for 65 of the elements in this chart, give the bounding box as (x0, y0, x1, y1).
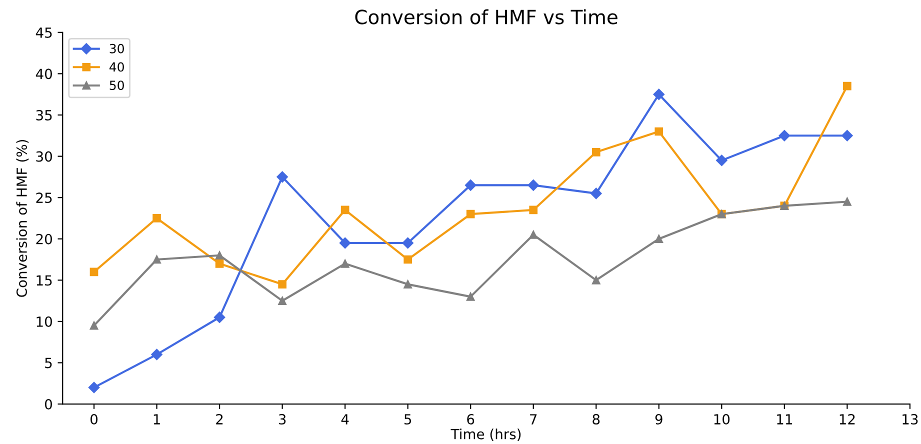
point (215, 259, 224, 268)
point (654, 234, 664, 244)
point (653, 88, 664, 100)
point (590, 188, 602, 200)
point (340, 259, 350, 268)
point (339, 237, 351, 249)
point (778, 130, 790, 142)
point (402, 237, 414, 249)
y-tick-label: 30 (36, 151, 52, 162)
point (276, 171, 288, 183)
point (716, 154, 728, 166)
x-tick-label: 0 (90, 414, 98, 425)
y-tick-label: 0 (44, 399, 52, 410)
point (90, 268, 98, 276)
y-tick-label: 35 (36, 110, 52, 120)
point (466, 292, 475, 301)
x-tick-label: 10 (714, 414, 730, 425)
point (464, 180, 476, 191)
x-tick-label: 11 (777, 414, 792, 424)
x-tick-label: 4 (341, 414, 349, 424)
point (152, 214, 161, 222)
point (843, 198, 852, 206)
y-tick-label: 40 (36, 68, 52, 80)
y-axis-title: Conversion of HMF (%) (16, 140, 29, 297)
x-tick-label: 2 (216, 414, 223, 424)
point (466, 210, 475, 218)
point (215, 251, 224, 260)
y-tick-label: 45 (36, 28, 52, 38)
x-tick-label: 9 (655, 414, 662, 425)
point (214, 312, 226, 323)
x-tick-label: 7 (530, 414, 537, 424)
point (88, 382, 100, 394)
y-tick-label: 20 (36, 234, 52, 244)
point (529, 206, 538, 214)
x-tick-label: 5 (404, 414, 412, 425)
point (654, 127, 664, 136)
legend-label: 40 (109, 62, 124, 72)
x-tick-label: 6 (467, 414, 474, 425)
point (404, 280, 412, 288)
y-tick-label: 15 (36, 275, 52, 286)
point (151, 348, 162, 360)
x-tick-label: 13 (902, 414, 918, 425)
point (340, 206, 350, 214)
point (843, 82, 852, 90)
x-tick-label: 12 (840, 414, 855, 424)
y-tick-label: 25 (36, 192, 52, 204)
y-tick-label: 5 (45, 358, 52, 368)
point (842, 130, 853, 142)
point (278, 280, 286, 288)
point (528, 180, 539, 191)
chart-title: Conversion of HMF vs Time (355, 9, 618, 24)
legend-label: 50 (110, 80, 124, 90)
y-tick-label: 10 (36, 316, 52, 327)
point (90, 321, 98, 330)
legend-label: 30 (110, 44, 124, 54)
x-tick-label: 8 (592, 414, 600, 425)
point (404, 255, 412, 264)
point (592, 276, 600, 284)
point (278, 296, 286, 305)
point (529, 230, 538, 239)
point (592, 148, 600, 156)
x-tick-label: 1 (154, 414, 160, 424)
point (152, 255, 161, 264)
x-axis-title: Time (hrs) (450, 428, 521, 441)
x-tick-label: 3 (278, 414, 286, 425)
